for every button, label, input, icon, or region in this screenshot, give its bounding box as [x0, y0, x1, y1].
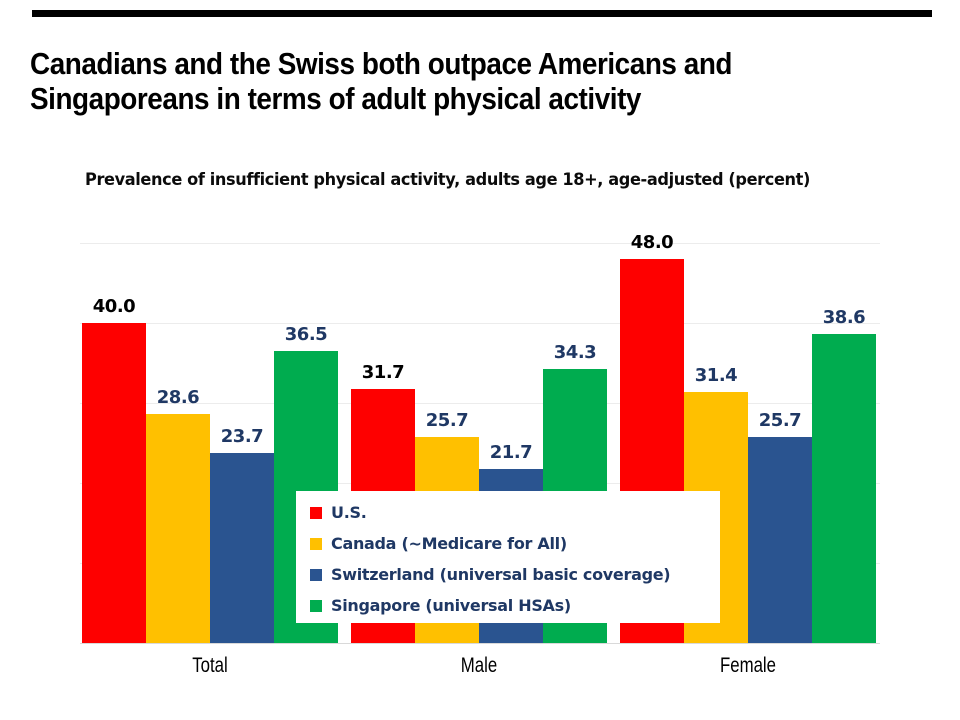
- bar-switzerland-total: [210, 453, 274, 643]
- slide-title-line2: Singaporeans in terms of adult physical …: [30, 81, 641, 116]
- bar-value-label: 31.7: [361, 362, 405, 383]
- bar-u-s-total: [82, 323, 146, 643]
- gridline-50: [80, 243, 880, 244]
- legend-swatch-icon: [310, 568, 322, 581]
- bar-value-label: 25.7: [425, 410, 469, 431]
- legend-swatch-icon: [310, 599, 322, 612]
- legend-swatch-icon: [310, 506, 322, 519]
- legend-label: U.S.: [331, 503, 367, 522]
- legend-label: Singapore (universal HSAs): [331, 596, 571, 615]
- top-rule-bar: [32, 10, 932, 17]
- slide-title: Canadians and the Swiss both outpace Ame…: [30, 46, 858, 116]
- bar-value-label: 25.7: [758, 410, 802, 431]
- chart-legend: U.S. Canada (~Medicare for All) Switzerlan…: [296, 491, 720, 623]
- x-axis-line: [80, 643, 880, 644]
- legend-item: Singapore (universal HSAs): [310, 590, 720, 621]
- bar-canada-total: [146, 414, 210, 643]
- x-axis-label-total: Total: [192, 654, 228, 677]
- legend-item: Canada (~Medicare for All): [310, 528, 720, 559]
- legend-item: U.S.: [310, 497, 720, 528]
- bar-value-label: 34.3: [553, 342, 597, 363]
- x-axis-label-female: Female: [719, 654, 777, 677]
- legend-label: Canada (~Medicare for All): [331, 534, 567, 553]
- slide-title-line1: Canadians and the Swiss both outpace Ame…: [30, 46, 733, 81]
- legend-swatch-icon: [310, 537, 322, 550]
- gridline-30: [80, 403, 880, 404]
- bar-value-label: 48.0: [630, 232, 674, 253]
- bar-value-label: 40.0: [92, 296, 136, 317]
- bar-value-label: 28.6: [156, 387, 200, 408]
- bar-value-label: 21.7: [489, 442, 533, 463]
- chart-title: Prevalence of insufficient physical acti…: [85, 170, 810, 190]
- x-axis-label-male: Male: [460, 654, 498, 677]
- bar-singapore-female: [812, 334, 876, 643]
- bar-value-label: 23.7: [220, 426, 264, 447]
- gridline-40: [80, 323, 880, 324]
- legend-item: Switzerland (universal basic coverage): [310, 559, 720, 590]
- bar-switzerland-female: [748, 437, 812, 643]
- bar-value-label: 38.6: [822, 307, 866, 328]
- bar-value-label: 36.5: [284, 324, 328, 345]
- legend-label: Switzerland (universal basic coverage): [331, 565, 671, 584]
- bar-value-label: 31.4: [694, 365, 738, 386]
